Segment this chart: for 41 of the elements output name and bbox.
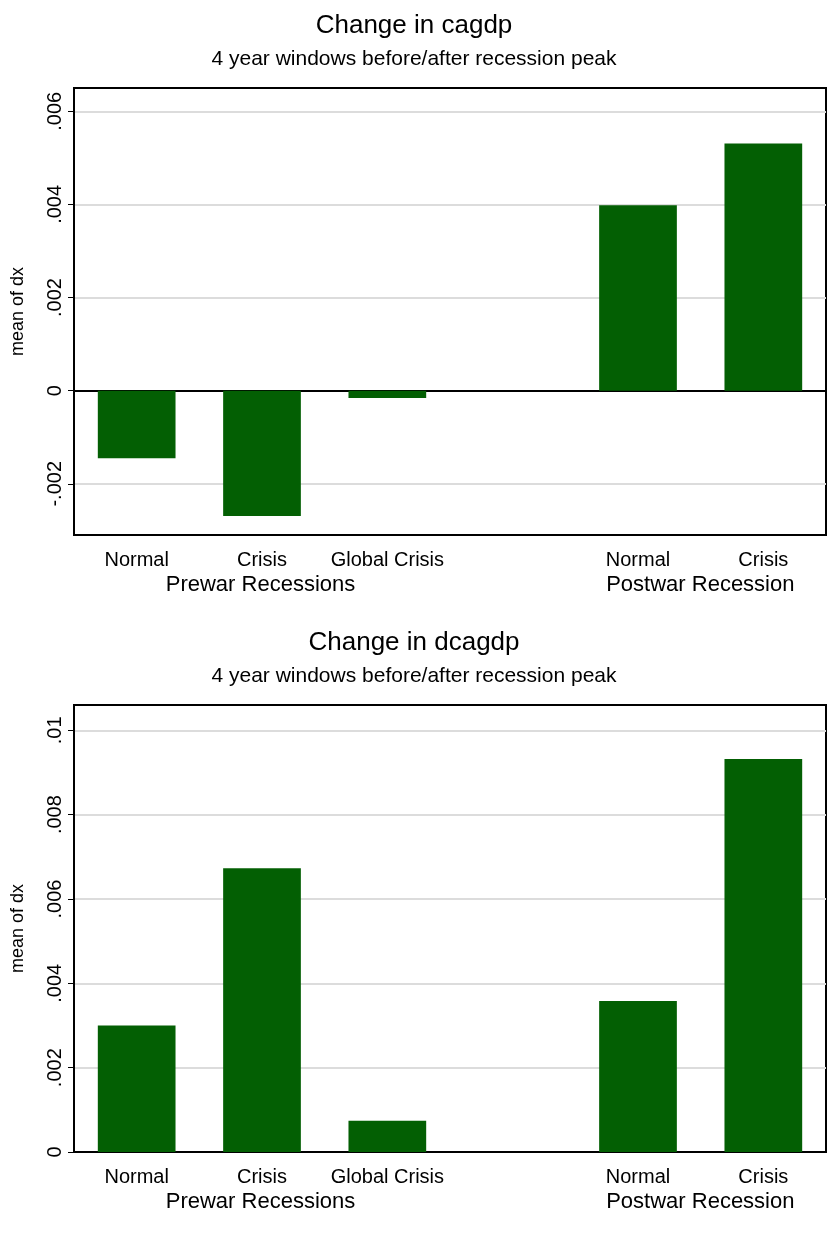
y-tick-label: .006 [43, 879, 65, 919]
x-tick-label: Normal [605, 548, 671, 570]
y-tick-label: 0 [43, 1146, 65, 1158]
y-tick-label: .01 [43, 716, 65, 745]
y-axis-title: mean of dx [7, 883, 27, 974]
bar [724, 758, 803, 1152]
bar [97, 1025, 176, 1152]
bar [724, 143, 803, 391]
chart-title: Change in dcagdp [308, 626, 520, 656]
y-tick-label: .008 [43, 795, 65, 835]
bar [348, 390, 427, 399]
x-tick-label: Normal [104, 548, 169, 570]
y-tick-label: .006 [43, 91, 65, 131]
x-tick-label: Crisis [738, 1165, 789, 1187]
y-tick-label: 0 [43, 385, 65, 397]
x-tick-label: Normal [605, 1165, 671, 1187]
chart-subtitle: 4 year windows before/after recession peak [211, 663, 618, 686]
text: Postwar Recession [606, 570, 795, 596]
bar [97, 390, 176, 459]
bar [223, 390, 301, 516]
text: Postwar Recession [606, 1187, 795, 1213]
x-tick-label: Normal [104, 1165, 169, 1187]
bar [599, 205, 677, 391]
chart-subtitle: 4 year windows before/after recession peak [211, 46, 618, 69]
y-tick-label: .004 [43, 184, 65, 224]
y-tick-label: .002 [43, 1048, 65, 1088]
bar [599, 1001, 677, 1152]
y-tick-label: .002 [43, 278, 65, 317]
y-tick-label: -.002 [43, 460, 65, 507]
y-axis-title: mean of dx [7, 266, 27, 357]
bar [223, 868, 301, 1152]
x-tick-label: Global Crisis [330, 1165, 445, 1187]
text: Prewar Recessions [165, 570, 356, 596]
y-tick-label: .004 [43, 963, 65, 1003]
chart-title: Change in cagdp [315, 9, 513, 39]
x-tick-label: Crisis [237, 1165, 287, 1187]
x-tick-label: Crisis [237, 548, 287, 570]
text: Prewar Recessions [165, 1187, 356, 1213]
x-tick-label: Global Crisis [330, 548, 445, 570]
x-tick-label: Crisis [738, 548, 789, 570]
bar [348, 1120, 427, 1152]
